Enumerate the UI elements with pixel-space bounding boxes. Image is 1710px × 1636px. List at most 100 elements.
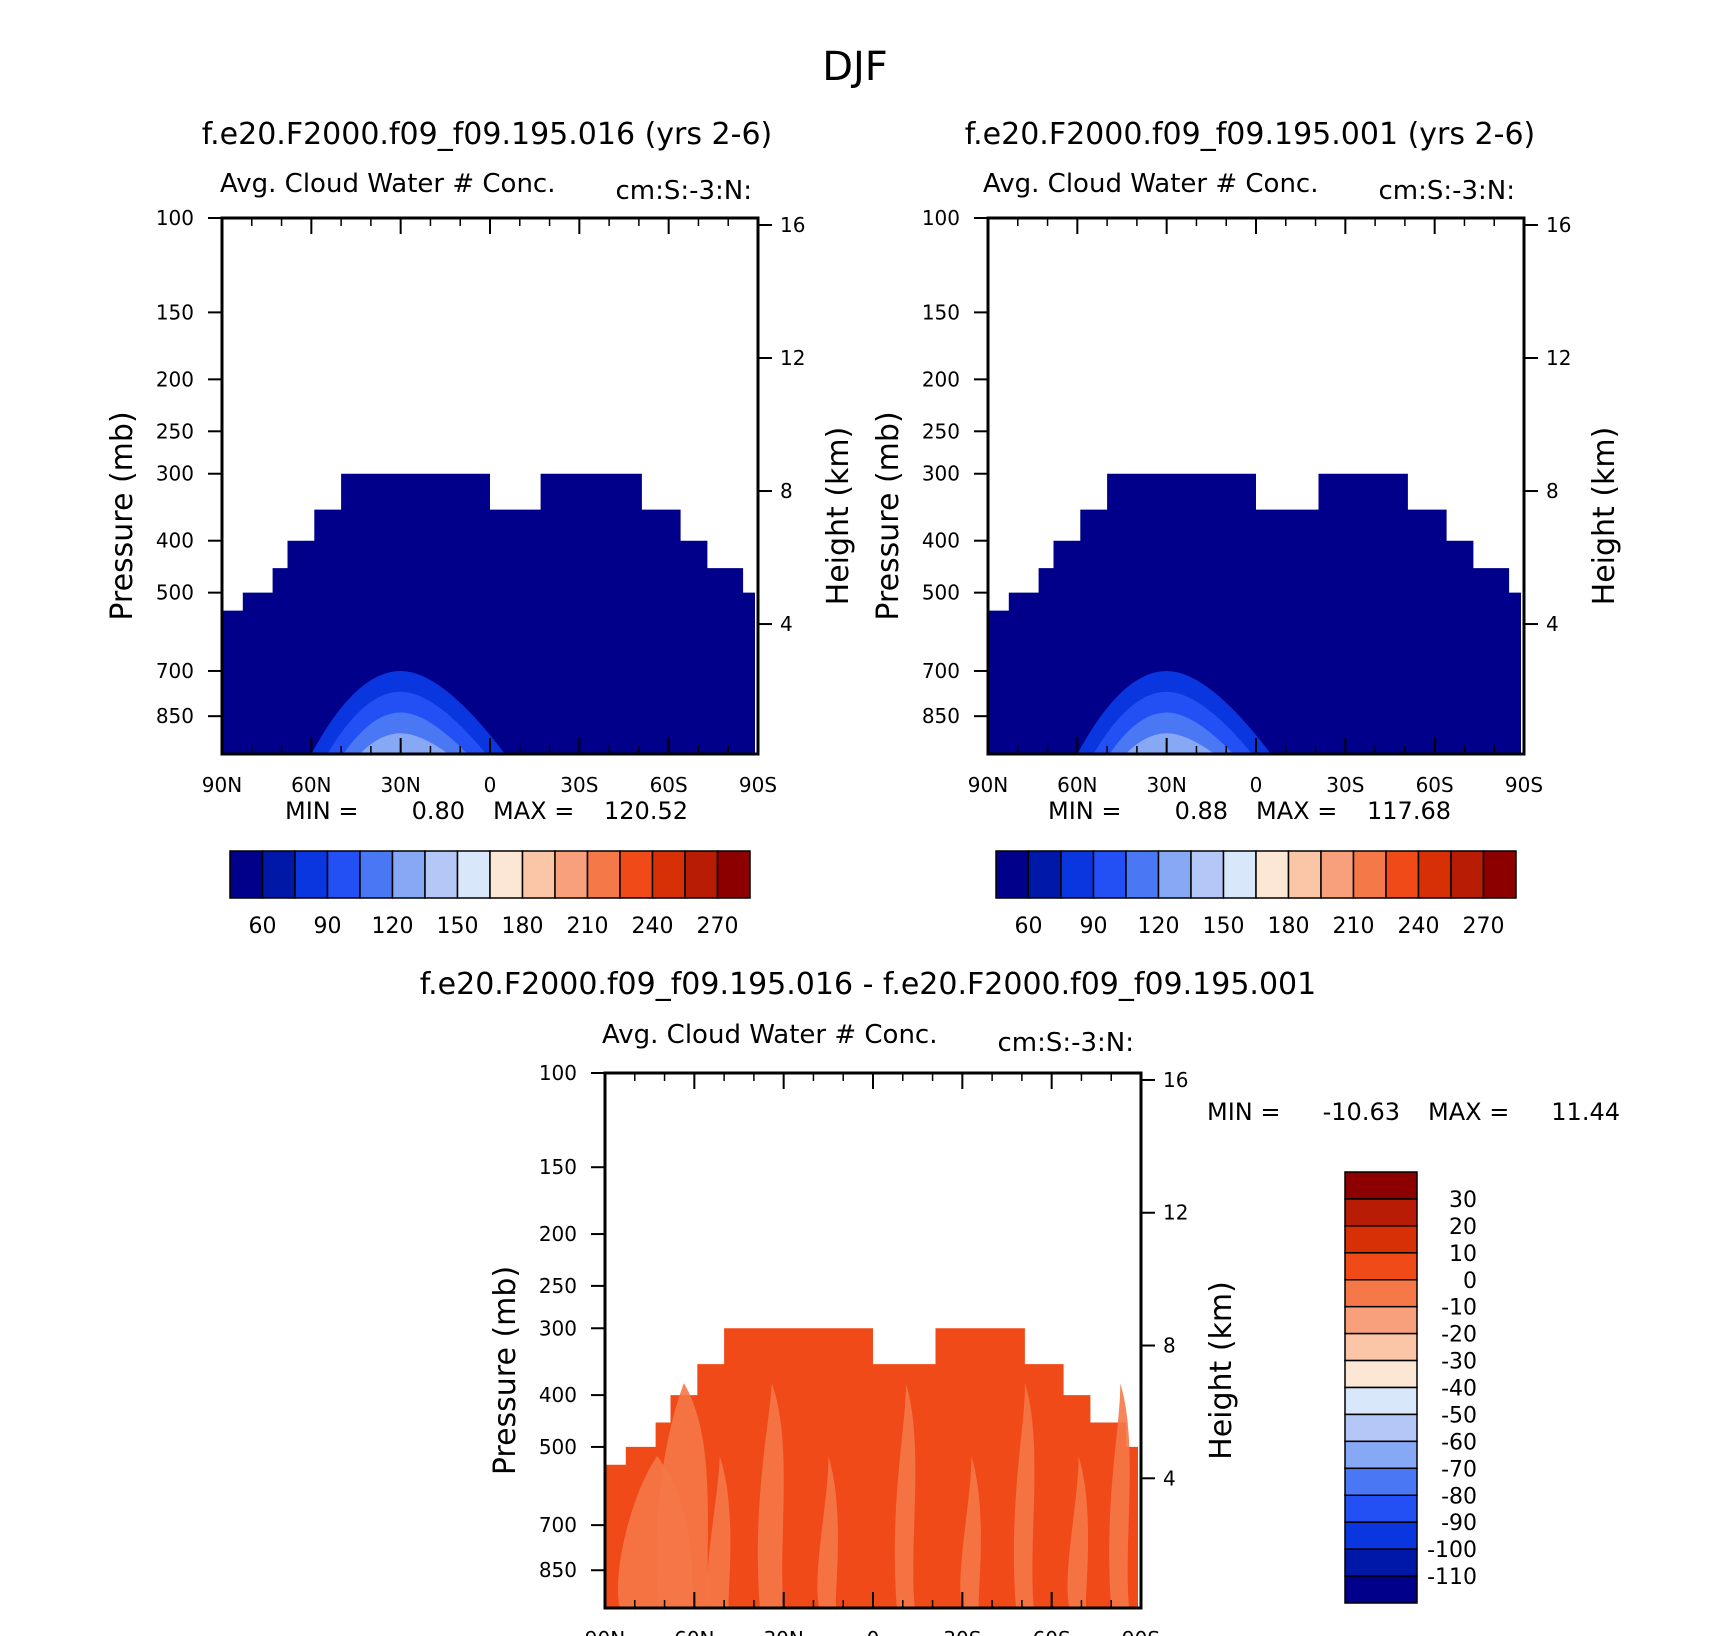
- contour-band: [1013, 1383, 1035, 1608]
- max-label: MAX =: [1428, 1098, 1509, 1126]
- panel-run-001: f.e20.F2000.f09_f09.195.001 (yrs 2-6) Av…: [871, 117, 1622, 939]
- right-subtitle: cm:S:-3:N:: [615, 176, 752, 206]
- x-tick-label: 30N: [380, 773, 420, 797]
- panel-title: f.e20.F2000.f09_f09.195.016 (yrs 2-6): [202, 117, 772, 152]
- right-axis-label: Height (km): [821, 427, 856, 606]
- max-value: 120.52: [604, 797, 688, 825]
- y-axis-label: Pressure (mb): [871, 411, 906, 620]
- y-tick-label: 400: [156, 529, 194, 553]
- right-tick-label: 8: [1163, 1334, 1176, 1358]
- colorbar-box: [554, 850, 589, 899]
- colorbar-label: -20: [1441, 1323, 1477, 1348]
- right-tick-label: 16: [1546, 213, 1571, 237]
- x-tick-label: 90N: [968, 773, 1008, 797]
- x-tick-label: 90N: [585, 1627, 625, 1636]
- y-tick-label: 300: [539, 1316, 577, 1340]
- right-tick-label: 8: [780, 479, 793, 503]
- filled-field: [988, 473, 1521, 754]
- min-value: -10.63: [1323, 1098, 1400, 1126]
- colorbar-box: [1385, 850, 1420, 899]
- right-axis-label: Height (km): [1587, 427, 1622, 606]
- colorbar-box: [489, 850, 524, 899]
- colorbar-box: [1344, 1198, 1418, 1227]
- colorbar-box: [1344, 1332, 1418, 1362]
- x-tick-label: 60S: [650, 773, 688, 797]
- colorbar-box: [586, 850, 621, 899]
- min-label: MIN =: [285, 797, 358, 825]
- colorbar-label: 60: [249, 914, 277, 939]
- colorbar-box: [1344, 1494, 1418, 1523]
- contour-band: [757, 1383, 784, 1608]
- y-tick-label: 200: [156, 367, 194, 391]
- colorbar-label: 120: [372, 914, 414, 939]
- min-label: MIN =: [1048, 797, 1121, 825]
- colorbar-label: 20: [1449, 1215, 1477, 1240]
- colorbar-box: [1482, 850, 1517, 899]
- y-tick-label: 300: [922, 462, 960, 486]
- colorbar-box: [1287, 850, 1322, 899]
- right-tick-label: 4: [1163, 1466, 1176, 1490]
- colorbar-label: -90: [1441, 1511, 1477, 1536]
- y-tick-label: 200: [922, 367, 960, 391]
- y-tick-label: 850: [156, 704, 194, 728]
- colorbar-box: [1344, 1521, 1418, 1550]
- colorbar-label: 210: [567, 914, 609, 939]
- figure-title: DJF: [822, 44, 888, 90]
- y-tick-label: 700: [922, 659, 960, 683]
- y-tick-label: 500: [156, 581, 194, 605]
- right-tick-label: 8: [1546, 479, 1559, 503]
- colorbar-label: 120: [1138, 914, 1180, 939]
- left-subtitle: Avg. Cloud Water # Conc.: [983, 169, 1319, 199]
- filled-field: [222, 473, 755, 754]
- x-tick-label: 30N: [1146, 773, 1186, 797]
- colorbar-box: [1027, 850, 1062, 899]
- right-tick-label: 4: [1546, 612, 1559, 636]
- contour-band: [707, 1456, 731, 1609]
- colorbar-box: [521, 850, 556, 899]
- min-value: 0.80: [412, 797, 465, 825]
- right-tick-label: 12: [780, 346, 805, 370]
- colorbar-box: [995, 850, 1030, 899]
- max-label: MAX =: [1256, 797, 1337, 825]
- x-tick-label: 30N: [763, 1627, 803, 1636]
- colorbar-box: [1157, 850, 1192, 899]
- x-tick-label: 60N: [674, 1627, 714, 1636]
- colorbar-box: [424, 850, 459, 899]
- colorbar-box: [1344, 1359, 1418, 1389]
- max-value: 11.44: [1551, 1098, 1620, 1126]
- colorbar-box: [684, 850, 719, 899]
- colorbar-box: [261, 850, 296, 899]
- right-tick-label: 12: [1546, 346, 1571, 370]
- colorbar-box: [1352, 850, 1387, 899]
- colorbar-box: [1344, 1252, 1418, 1281]
- colorbar-box: [229, 850, 264, 899]
- panel-title: f.e20.F2000.f09_f09.195.001 (yrs 2-6): [965, 117, 1535, 152]
- y-tick-label: 300: [156, 462, 194, 486]
- colorbar-label: 30: [1449, 1188, 1477, 1213]
- colorbar-label: -70: [1441, 1457, 1477, 1482]
- right-tick-label: 4: [780, 612, 793, 636]
- x-tick-label: 60S: [1416, 773, 1454, 797]
- x-tick-label: 60S: [1033, 1627, 1071, 1636]
- contour-band: [1067, 1456, 1089, 1609]
- x-tick-label: 90S: [1505, 773, 1543, 797]
- x-tick-label: 30S: [943, 1627, 981, 1636]
- left-subtitle: Avg. Cloud Water # Conc.: [220, 169, 556, 199]
- colorbar-box: [1344, 1171, 1418, 1200]
- colorbar-label: 210: [1333, 914, 1375, 939]
- colorbar-box: [1092, 850, 1127, 899]
- x-tick-label: 0: [867, 1627, 880, 1636]
- y-tick-label: 500: [539, 1435, 577, 1459]
- colorbar-label: -60: [1441, 1430, 1477, 1455]
- colorbar-box: [359, 850, 394, 899]
- colorbar-label: 150: [437, 914, 479, 939]
- contour-band: [656, 1383, 710, 1608]
- colorbar-box: [1344, 1413, 1418, 1443]
- colorbar-label: 240: [632, 914, 674, 939]
- y-tick-label: 150: [156, 300, 194, 324]
- colorbar-box: [1344, 1575, 1418, 1604]
- y-tick-label: 100: [156, 206, 194, 230]
- y-axis-label: Pressure (mb): [105, 411, 140, 620]
- x-tick-label: 90S: [739, 773, 777, 797]
- colorbar-label: 10: [1449, 1242, 1477, 1267]
